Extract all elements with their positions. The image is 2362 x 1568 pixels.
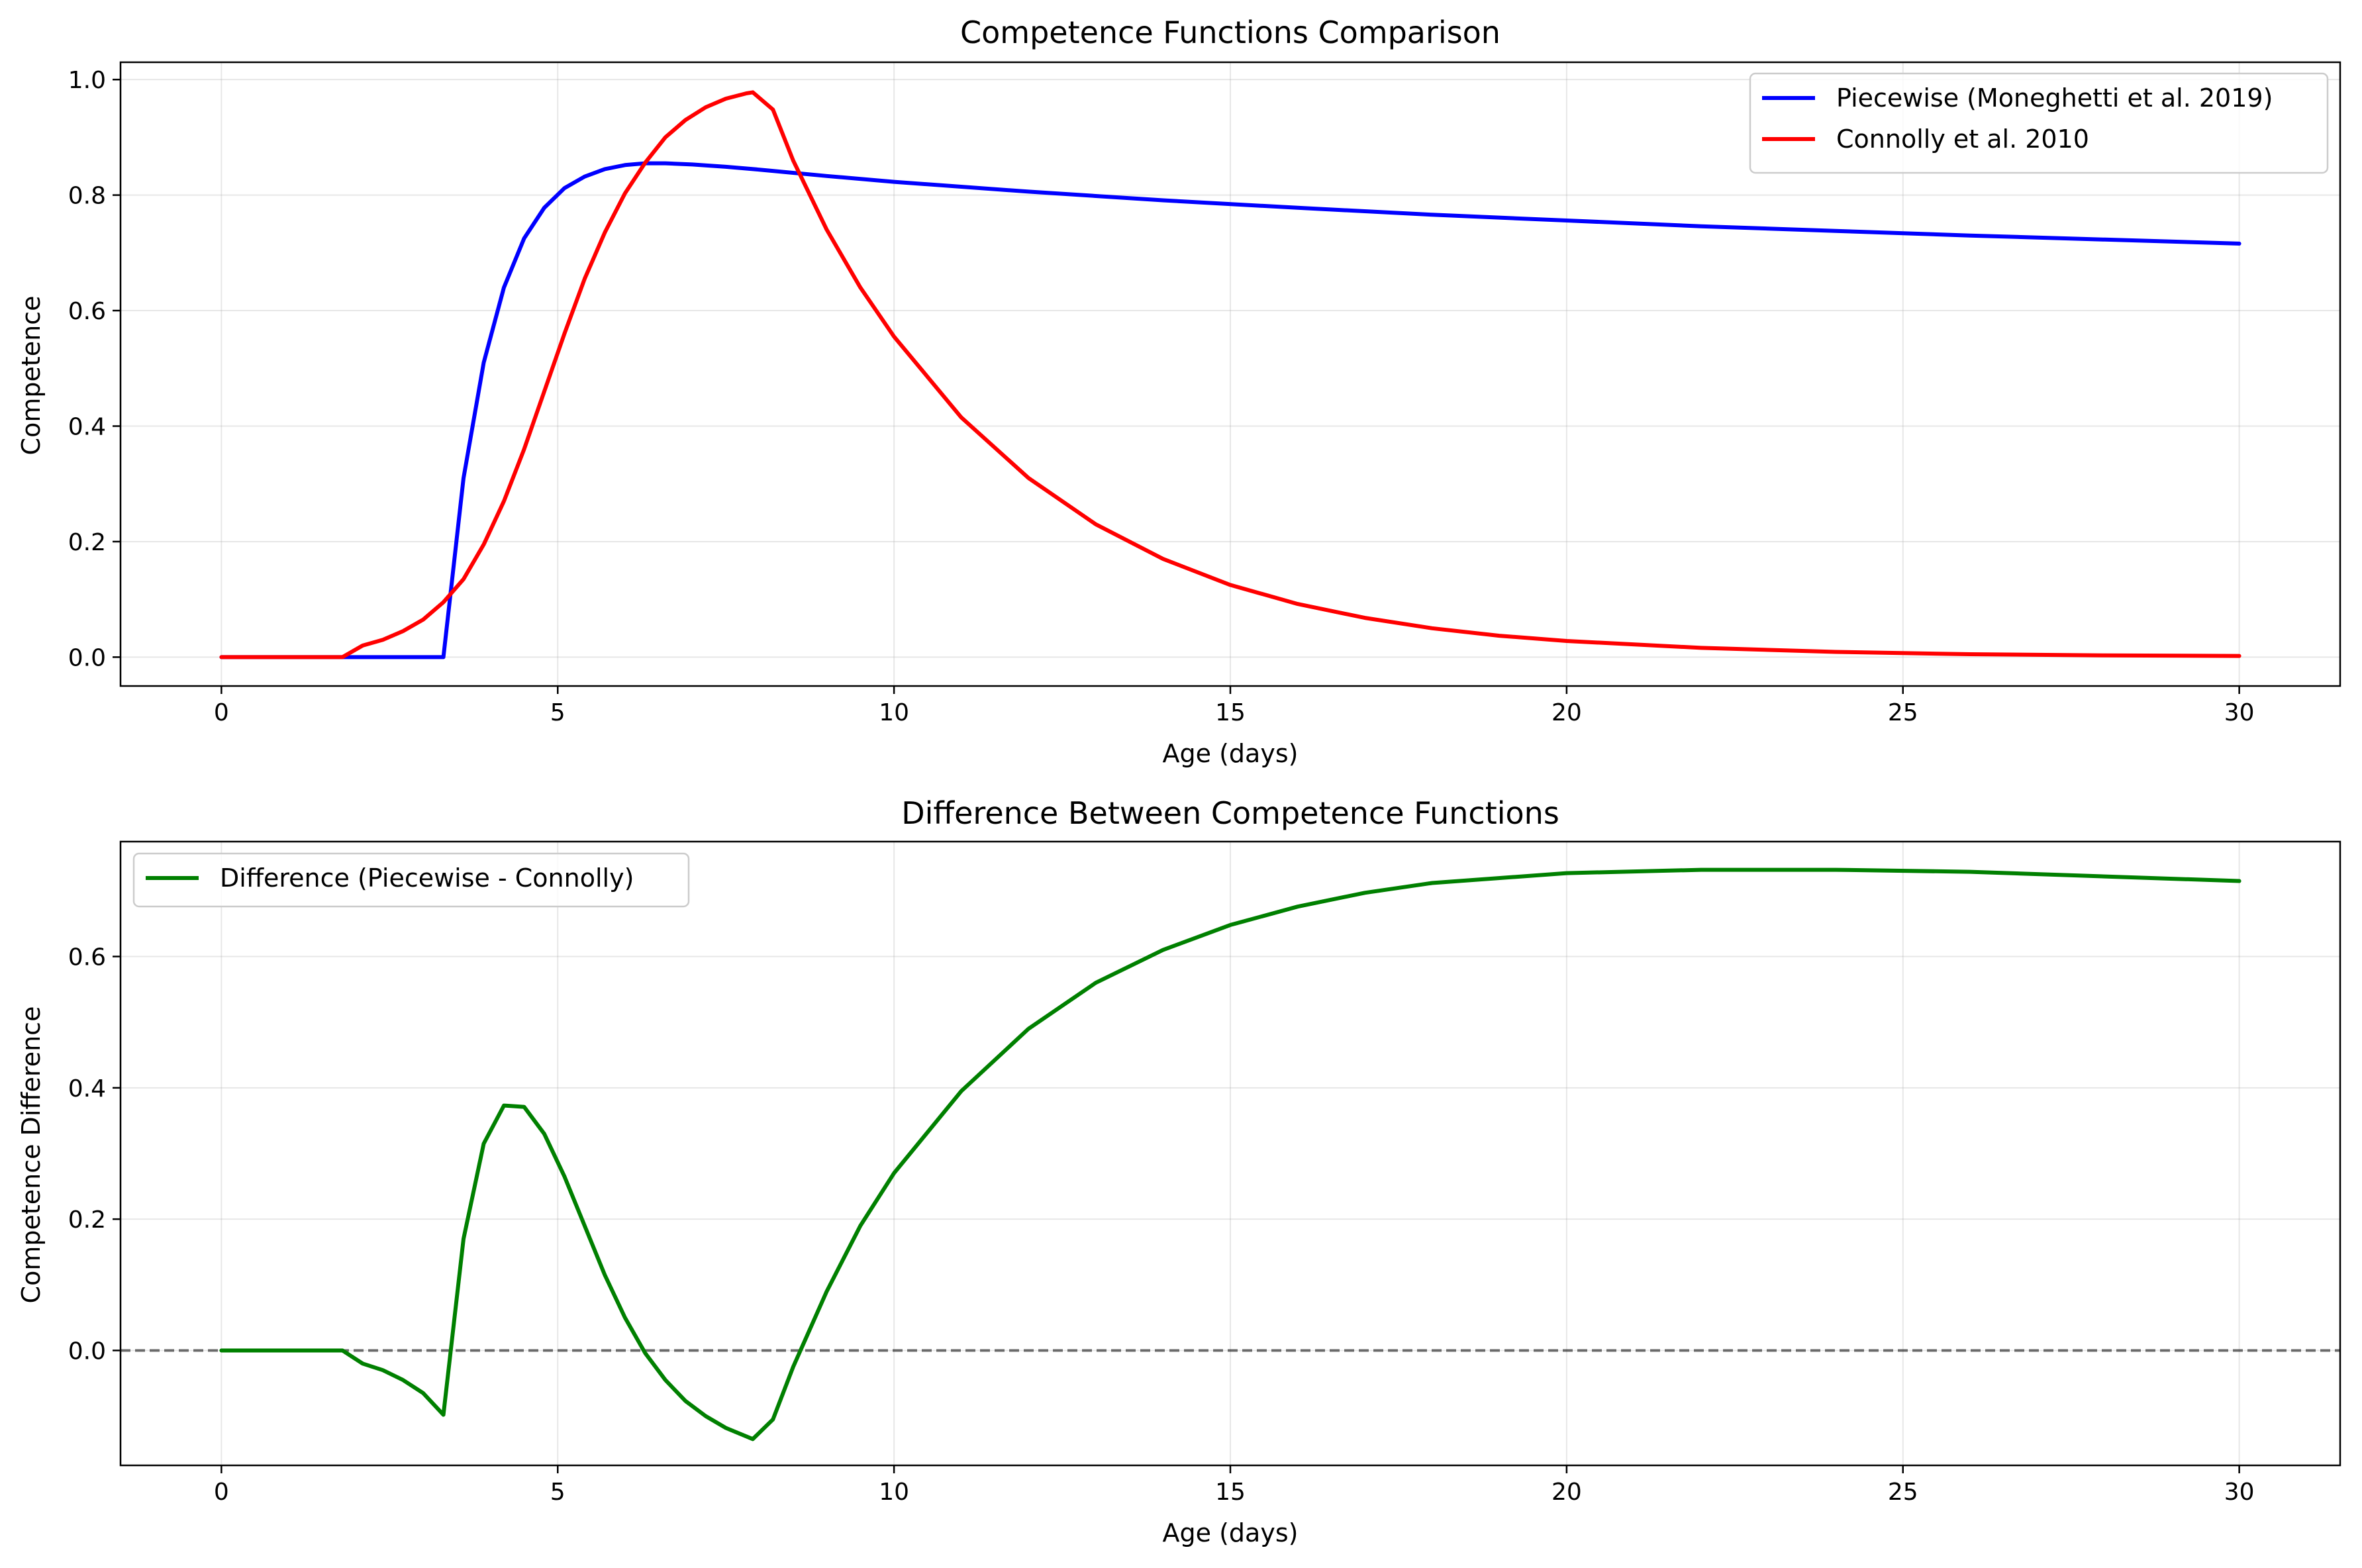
y-tick-label: 0.0	[68, 1338, 106, 1365]
y-tick-label: 0.2	[68, 529, 106, 556]
y-axis-label: Competence Difference	[17, 1006, 46, 1304]
x-tick-label: 30	[2224, 699, 2255, 726]
legend-box	[1749, 72, 2329, 174]
x-tick-label: 5	[550, 699, 566, 726]
x-tick-label: 25	[1888, 1479, 1918, 1506]
x-tick-label: 20	[1551, 699, 1582, 726]
chart-title: Competence Functions Comparison	[960, 15, 1501, 50]
y-tick-label: 0.8	[68, 183, 106, 210]
series-line-2	[219, 90, 2241, 660]
x-tick-label: 15	[1215, 699, 1246, 726]
x-tick-label: 25	[1888, 699, 1918, 726]
y-tick-label: 0.4	[68, 414, 106, 441]
x-tick-label: 10	[879, 699, 909, 726]
axis-ticks: 0 5 10 15 20 25 30 0.0 0.2 0.4 0.6 0.8 1.0	[68, 67, 2255, 726]
y-tick-label: 0.6	[68, 298, 106, 325]
y-axis-label: Competence	[17, 296, 46, 456]
legend: Piecewise (Moneghetti et al. 2019) Connol…	[1749, 72, 2329, 174]
series-line-1	[219, 161, 2241, 660]
x-tick-label: 0	[214, 699, 229, 726]
series-line-1	[219, 867, 2241, 1442]
axis-ticks: 0 5 10 15 20 25 30 0.0 0.2 0.4 0.6	[68, 944, 2255, 1506]
y-tick-label: 1.0	[68, 67, 106, 94]
y-tick-label: 0.0	[68, 644, 106, 671]
y-tick-label: 0.4	[68, 1075, 106, 1102]
legend-box	[132, 852, 690, 908]
plot-area	[119, 61, 2341, 687]
x-tick-label: 5	[550, 1479, 566, 1506]
x-tick-label: 30	[2224, 1479, 2255, 1506]
x-axis-label: Age (days)	[1163, 739, 1299, 768]
x-tick-label: 20	[1551, 1479, 1582, 1506]
legend-label-1: Difference (Piecewise - Connolly)	[220, 863, 634, 893]
chart-competence-comparison: Competence Functions Comparison 0 5 10 15 20…	[17, 15, 2341, 768]
y-tick-label: 0.2	[68, 1206, 106, 1234]
legend: Difference (Piecewise - Connolly)	[132, 852, 690, 908]
chart-competence-difference: Difference Between Competence Functions …	[17, 795, 2341, 1547]
x-axis-label: Age (days)	[1163, 1518, 1299, 1547]
legend-label-2: Connolly et al. 2010	[1836, 124, 2089, 154]
chart-title: Difference Between Competence Functions	[901, 795, 1559, 831]
legend-label-1: Piecewise (Moneghetti et al. 2019)	[1836, 83, 2273, 113]
x-tick-label: 0	[214, 1479, 229, 1506]
x-tick-label: 10	[879, 1479, 909, 1506]
x-tick-label: 15	[1215, 1479, 1246, 1506]
y-tick-label: 0.6	[68, 944, 106, 971]
